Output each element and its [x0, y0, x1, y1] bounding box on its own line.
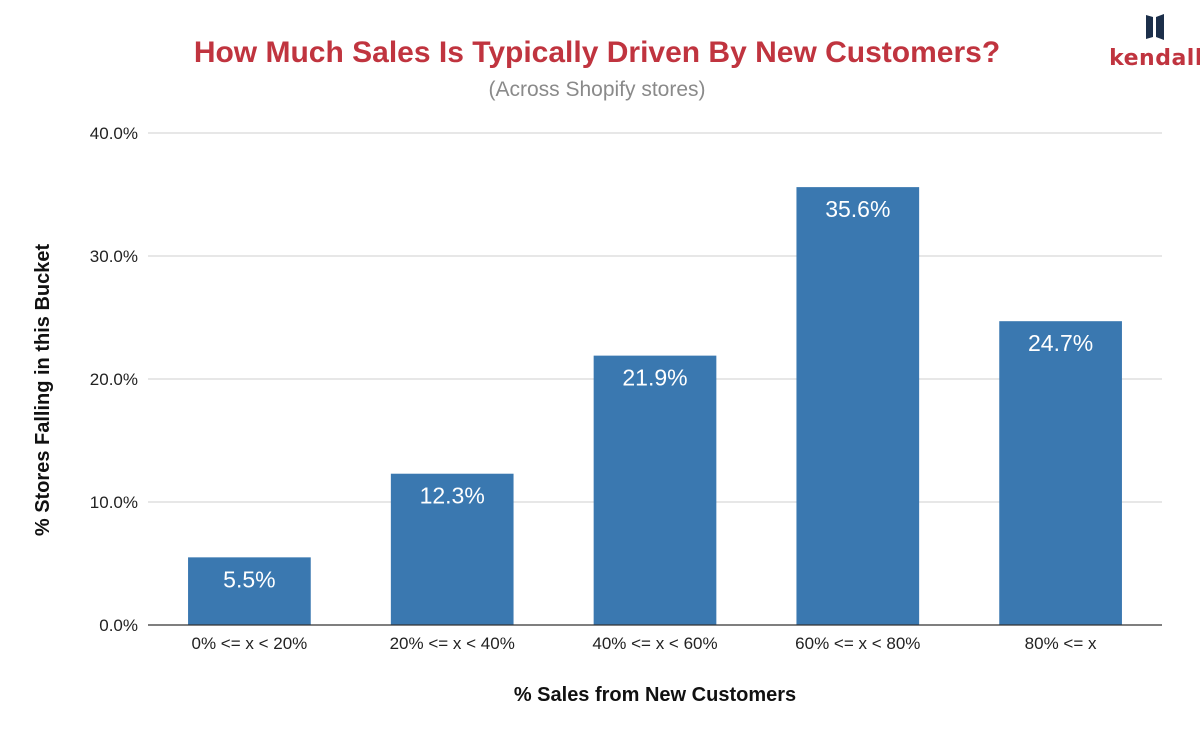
y-axis-ticks: 0.0% 10.0% 20.0% 30.0% 40.0% [90, 124, 138, 635]
x-axis-ticks: 0% <= x < 20% 20% <= x < 40% 40% <= x < 60… [192, 634, 1098, 653]
y-tick-label: 0.0% [99, 616, 138, 635]
y-tick-label: 10.0% [90, 493, 138, 512]
y-axis-title: % Stores Falling in this Bucket [32, 244, 54, 537]
data-label: 5.5% [223, 566, 275, 592]
logo-wordmark: kendall [1109, 46, 1200, 71]
chart-title: How Much Sales Is Typically Driven By Ne… [194, 36, 1000, 69]
y-tick-label: 20.0% [90, 370, 138, 389]
x-tick-label: 40% <= x < 60% [592, 634, 717, 653]
y-tick-label: 30.0% [90, 247, 138, 266]
x-tick-label: 80% <= x [1025, 634, 1097, 653]
data-labels: 5.5% 12.3% 21.9% 35.6% 24.7% [223, 196, 1093, 592]
x-axis-title: % Sales from New Customers [514, 684, 796, 706]
chart-subtitle: (Across Shopify stores) [488, 78, 705, 101]
data-label: 35.6% [825, 196, 890, 222]
y-tick-label: 40.0% [90, 124, 138, 143]
logo-mark-icon [1146, 14, 1164, 40]
x-tick-label: 60% <= x < 80% [795, 634, 920, 653]
kendall-logo: kendall [1109, 14, 1200, 71]
data-label: 21.9% [622, 365, 687, 391]
bar [999, 321, 1122, 625]
bar [593, 355, 717, 625]
bar [390, 473, 514, 625]
bar [796, 187, 920, 625]
x-tick-label: 20% <= x < 40% [390, 634, 515, 653]
bar [188, 557, 311, 625]
data-label: 24.7% [1028, 330, 1093, 356]
bar-series [188, 187, 1122, 625]
data-label: 12.3% [420, 483, 485, 509]
x-tick-label: 0% <= x < 20% [192, 634, 308, 653]
